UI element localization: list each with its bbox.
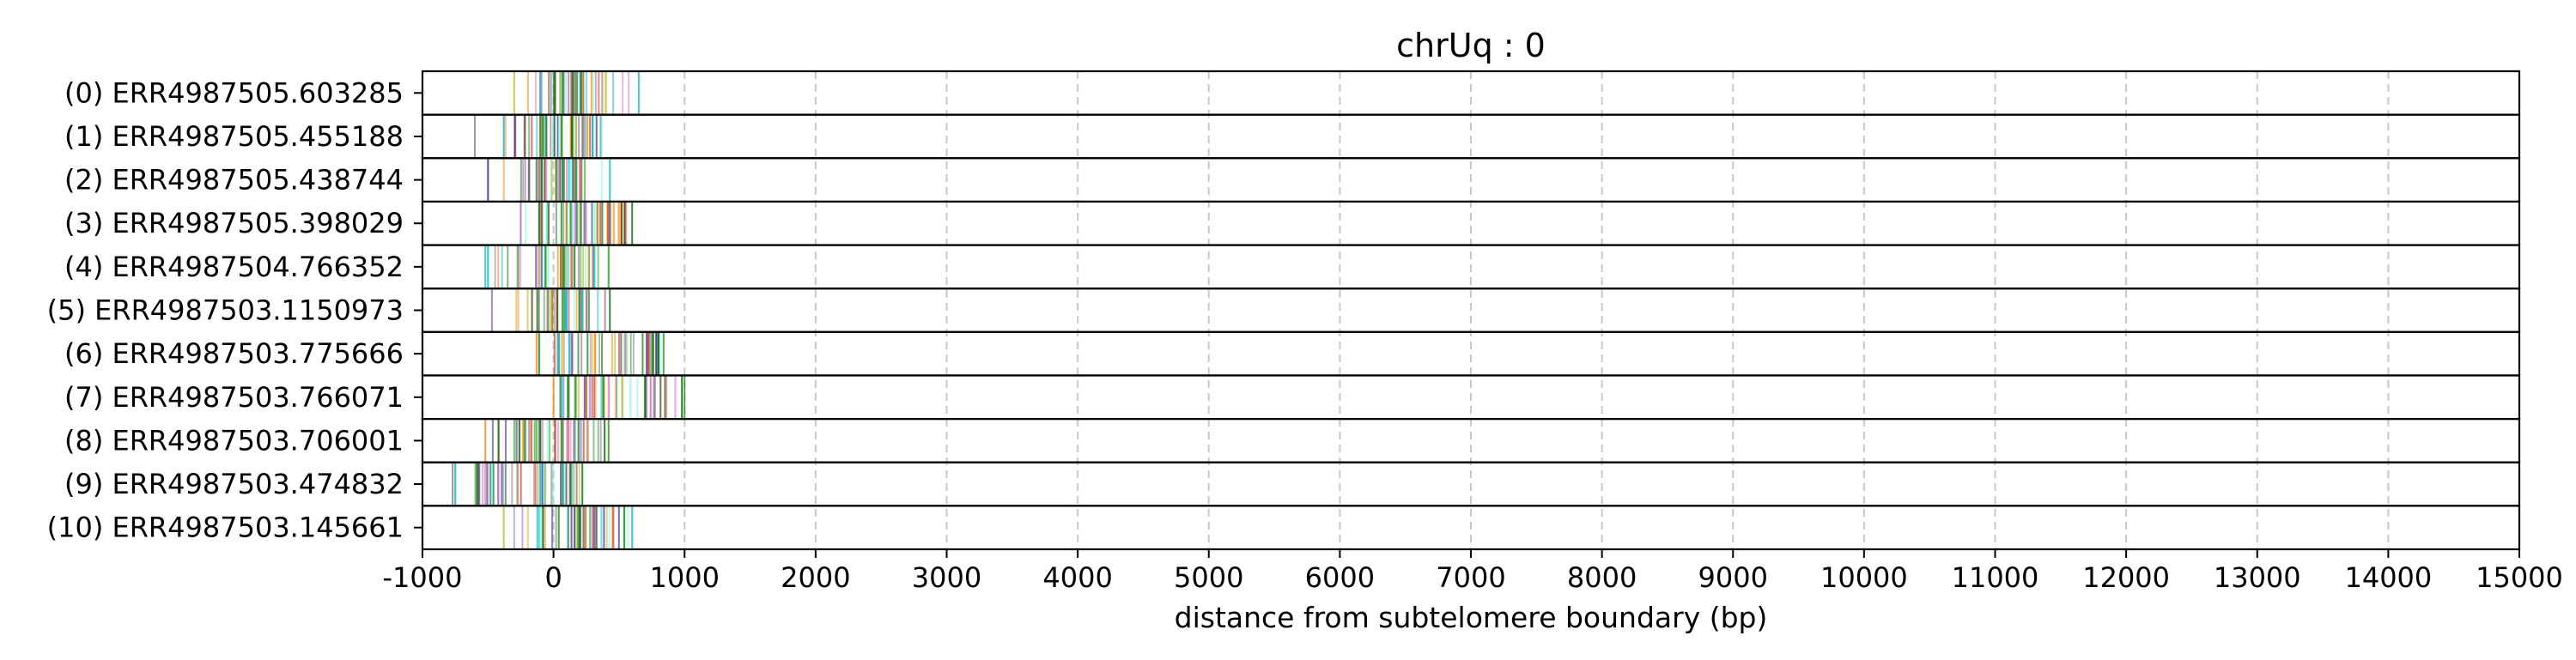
read-label-4: (4) ERR4987504.766352 [64, 251, 404, 283]
grid [552, 71, 2390, 549]
x-tick-label-2: 1000 [650, 561, 720, 594]
x-tick-label-9: 8000 [1567, 561, 1637, 594]
read-row-3 [421, 200, 2521, 246]
chart-title: chrUq : 0 [1396, 27, 1546, 64]
x-tick-label-7: 6000 [1305, 561, 1375, 594]
read-label-5: (5) ERR4987503.1150973 [47, 294, 404, 327]
x-tick-label-1: 0 [544, 561, 562, 594]
x-tick-label-5: 4000 [1042, 561, 1112, 594]
read-row-frame-3 [421, 200, 2521, 246]
read-label-1: (1) ERR4987505.455188 [64, 120, 404, 153]
read-label-3: (3) ERR4987505.398029 [64, 207, 404, 239]
x-tick-label-15: 14000 [2344, 561, 2432, 594]
read-labels: (0) ERR4987505.603285 (1) ERR4987505.4551… [47, 76, 422, 544]
x-tick-label-4: 3000 [912, 561, 981, 594]
x-tick-label-8: 7000 [1436, 561, 1505, 594]
x-tick-label-3: 2000 [781, 561, 850, 594]
x-tick-label-0: -1000 [383, 561, 463, 594]
x-tick-label-10: 9000 [1698, 561, 1768, 594]
x-tick-label-12: 11000 [1952, 561, 2039, 594]
read-label-10: (10) ERR4987503.145661 [47, 512, 404, 544]
read-label-0: (0) ERR4987505.603285 [64, 76, 404, 109]
read-label-8: (8) ERR4987503.706001 [64, 424, 404, 457]
read-label-9: (9) ERR4987503.474832 [64, 468, 404, 500]
x-axis: -1000 0 1000 2000 3000 4000 5000 6000 7000 8000 90… [383, 549, 2563, 594]
x-tick-label-14: 13000 [2214, 561, 2301, 594]
x-tick-label-11: 10000 [1820, 561, 1908, 594]
x-axis-label: distance from subtelomere boundary (bp) [1175, 601, 1768, 634]
x-tick-label-6: 5000 [1174, 561, 1243, 594]
read-label-6: (6) ERR4987503.775666 [64, 337, 404, 370]
read-label-7: (7) ERR4987503.766071 [64, 381, 404, 414]
read-label-2: (2) ERR4987505.438744 [64, 164, 404, 197]
x-tick-label-16: 15000 [2476, 561, 2563, 594]
x-tick-label-13: 12000 [2082, 561, 2170, 594]
